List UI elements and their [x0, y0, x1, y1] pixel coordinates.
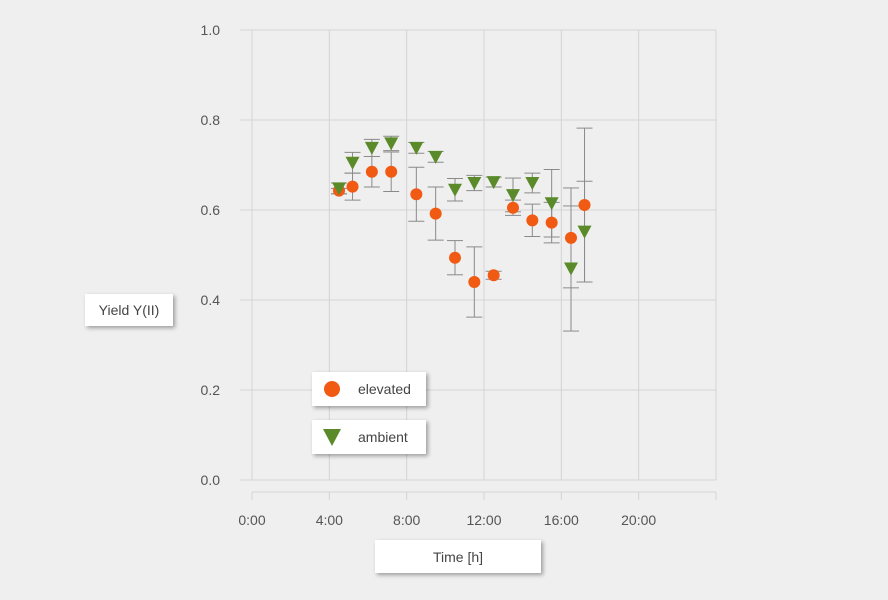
legend-item-ambient[interactable]: ambient: [312, 420, 426, 454]
legend-label-elevated: elevated: [358, 381, 411, 397]
point-ambient: [486, 176, 501, 190]
legend-circle-icon: [324, 381, 340, 397]
x-tick-label: 8:00: [393, 512, 420, 528]
point-elevated: [578, 199, 591, 212]
y-tick-label: 0.6: [201, 202, 221, 218]
y-tick-label: 0.2: [201, 382, 221, 398]
point-elevated: [468, 276, 481, 288]
grid-layer: [251, 29, 717, 481]
x-tick-label: 12:00: [466, 512, 501, 528]
legend-triangle-down-icon: [323, 429, 341, 446]
x-tick-label: 16:00: [544, 512, 579, 528]
point-elevated: [449, 251, 461, 264]
point-ambient: [364, 141, 379, 155]
x-tick-label: 0:00: [238, 512, 265, 528]
point-ambient: [544, 197, 559, 211]
point-elevated: [507, 201, 519, 214]
point-elevated: [365, 165, 378, 178]
point-ambient: [345, 156, 360, 170]
x-tick-label: 4:00: [316, 512, 343, 528]
point-elevated: [346, 180, 359, 193]
point-ambient: [332, 182, 346, 196]
point-elevated: [526, 214, 539, 227]
point-elevated: [429, 207, 442, 220]
point-elevated: [385, 165, 398, 178]
y-tick-label: 0.4: [201, 292, 221, 308]
point-ambient: [428, 150, 443, 164]
y-axis-label-text: Yield Y(II): [98, 302, 160, 318]
point-ambient: [577, 225, 592, 239]
legend-item-elevated[interactable]: elevated: [312, 372, 426, 406]
point-ambient: [564, 262, 578, 276]
y-tick-label: 0.8: [201, 112, 221, 128]
point-ambient: [448, 183, 462, 197]
point-ambient: [467, 177, 482, 190]
point-ambient: [409, 141, 424, 155]
point-elevated: [410, 188, 423, 201]
axis-layer: 0.0 0.2 0.4 0.6 0.8 1.0 0:00 4:00 8:00 12:00 16:00…: [201, 22, 717, 528]
point-ambient: [525, 177, 540, 190]
point-ambient: [384, 137, 399, 151]
y-axis-label: Yield Y(II): [85, 294, 173, 326]
x-axis-label-text: Time [h]: [432, 548, 484, 565]
point-elevated: [545, 216, 558, 229]
x-tick-label: 20:00: [621, 512, 656, 528]
y-tick-label: 0.0: [201, 472, 221, 488]
x-axis-label: Time [h]: [375, 540, 541, 573]
legend-label-ambient: ambient: [358, 429, 408, 445]
y-tick-label: 1.0: [201, 22, 221, 38]
point-ambient: [506, 189, 520, 203]
marker-layer: [332, 137, 592, 288]
point-elevated: [565, 231, 577, 244]
point-elevated: [487, 269, 500, 282]
